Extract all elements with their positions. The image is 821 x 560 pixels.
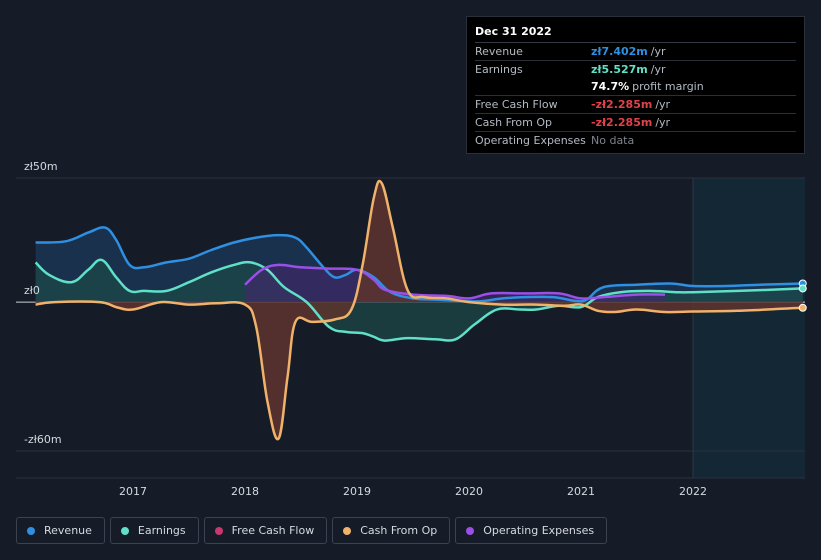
series-area-operating-expenses [245,264,665,303]
tooltip-label: Operating Expenses [475,134,586,147]
legend-label: Earnings [137,524,186,537]
tooltip-value: zł7.402m [591,45,648,58]
series-endpoints [798,279,807,312]
tooltip-row-cash-from-op: Cash From Op -zł2.285m /yr [475,114,796,132]
series-area-earnings [35,259,803,341]
forecast-region [693,178,805,478]
tooltip-label: Revenue [475,45,523,58]
legend-dot-icon [343,526,352,535]
tooltip-unit: /yr [650,45,666,58]
tooltip-value: No data [591,134,635,147]
legend-label: Operating Expenses [483,524,595,537]
tooltip-panel: Dec 31 2022 Revenue zł7.402m /yr Earning… [466,16,805,154]
series-areas [35,180,803,440]
legend-item-revenue[interactable]: Revenue [16,517,105,544]
endpoint-earnings [798,284,807,293]
legend-label: Revenue [44,524,92,537]
tooltip-value: 74.7% [591,80,630,93]
x-axis-label: 2018 [231,485,259,498]
legend-item-operating-expenses[interactable]: Operating Expenses [455,517,608,544]
tooltip-label: Free Cash Flow [475,98,558,111]
tooltip-value: -zł2.285m [591,98,653,111]
y-axis-label: zł0 [24,284,40,297]
y-axis-labels: zł50m zł0 -zł60m [24,160,62,446]
tooltip-row-operating-expenses: Operating Expenses No data [475,132,796,149]
tooltip-value: zł5.527m [591,63,648,76]
tooltip-date: Dec 31 2022 [475,24,796,43]
tooltip-unit: /yr [650,63,666,76]
x-axis-label: 2019 [343,485,371,498]
legend-item-free-cash-flow[interactable]: Free Cash Flow [203,517,328,544]
legend-dot-icon [120,526,129,535]
tooltip-value: -zł2.285m [591,116,653,129]
tooltip-row-profit-margin: 74.7% profit margin [475,78,796,96]
x-axis-label: 2020 [455,485,483,498]
x-axis-label: 2021 [567,485,595,498]
legend-item-earnings[interactable]: Earnings [109,517,199,544]
tooltip-unit: /yr [655,116,671,129]
x-axis-labels: 2017 2018 2019 2020 2021 2022 [119,485,707,498]
x-axis-label: 2017 [119,485,147,498]
x-axis-label: 2022 [679,485,707,498]
legend-dot-icon [214,526,223,535]
tooltip-unit: profit margin [632,80,704,93]
tooltip-label: Earnings [475,63,523,76]
legend-dot-icon [27,526,35,535]
tooltip-row-earnings: Earnings zł5.527m /yr [475,61,796,78]
legend-label: Free Cash Flow [231,524,315,537]
series-line-operating-expenses [244,263,666,300]
tooltip-label: Cash From Op [475,116,553,129]
tooltip-row-free-cash-flow: Free Cash Flow -zł2.285m /yr [475,96,796,114]
tooltip-unit: /yr [655,98,671,111]
series-lines [34,179,803,441]
tooltip-row-revenue: Revenue zł7.402m /yr [475,43,796,61]
series-line-cash-from-op [35,179,803,441]
legend: Revenue Earnings Free Cash Flow Cash Fro… [16,517,608,546]
tooltip-label [475,78,591,95]
legend-item-cash-from-op[interactable]: Cash From Op [332,517,451,544]
y-axis-label: zł50m [24,160,58,173]
legend-label: Cash From Op [360,524,438,537]
endpoint-cash-from-op [798,303,807,312]
legend-dot-icon [466,526,475,535]
y-axis-label: -zł60m [24,433,62,446]
